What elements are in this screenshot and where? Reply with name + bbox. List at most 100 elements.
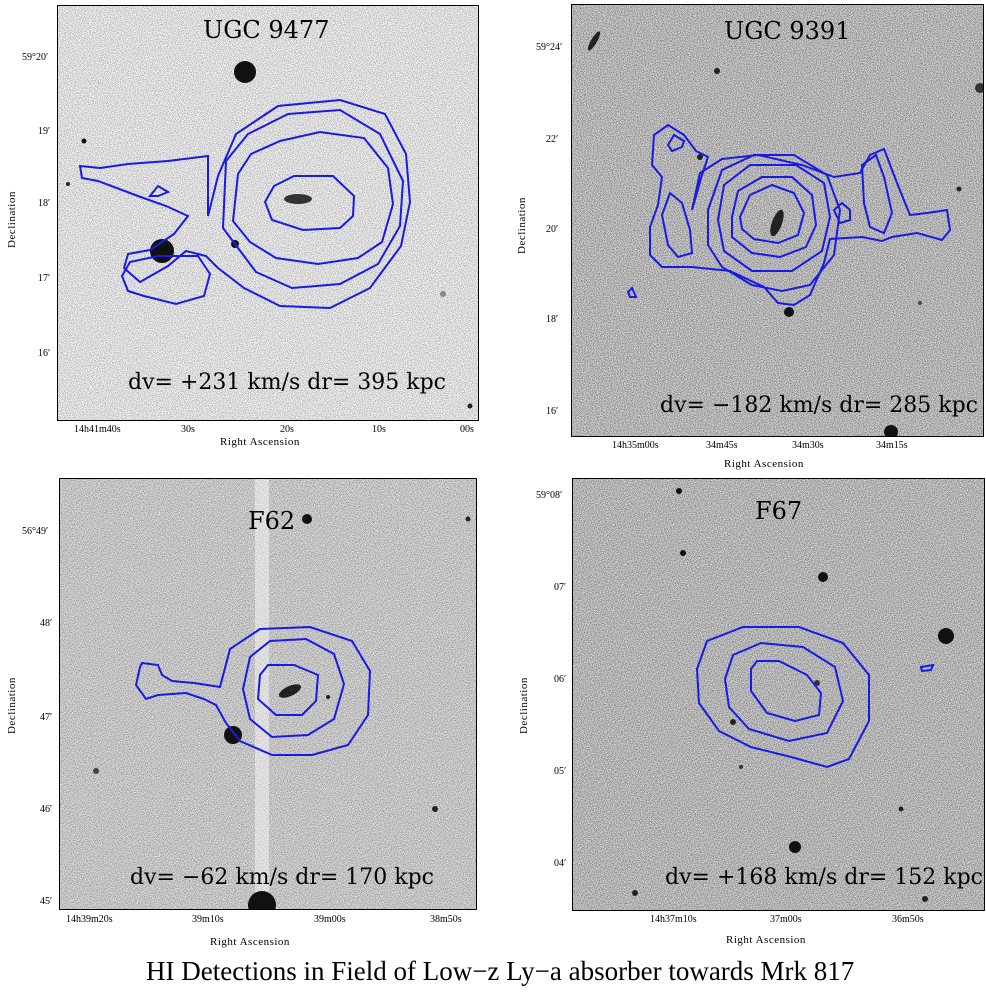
hi-contour	[731, 176, 818, 259]
x-tick-label: 14h37m10s	[650, 914, 697, 925]
y-axis-label: Declination	[6, 677, 18, 734]
x-axis-label: Right Ascension	[726, 934, 806, 946]
star	[248, 891, 276, 909]
figure-caption: HI Detections in Field of Low−z Ly−a abs…	[146, 956, 855, 986]
x-tick-label: 14h41m40s	[74, 424, 121, 435]
star	[956, 186, 962, 192]
galaxy	[587, 31, 601, 51]
star	[818, 572, 828, 582]
panel-title: UGC 9391	[724, 17, 851, 45]
star	[467, 403, 473, 409]
contour-map-f62	[60, 479, 476, 909]
y-axis-label: Declination	[6, 191, 18, 248]
hi-contour	[241, 637, 346, 739]
y-axis-label: Declination	[518, 677, 530, 734]
x-tick-label: 37m00s	[770, 914, 802, 925]
x-tick-label: 36m50s	[892, 914, 924, 925]
x-tick-label: 34m45s	[706, 440, 738, 451]
hi-contour	[78, 98, 412, 310]
star	[922, 896, 928, 902]
x-axis-label: Right Ascension	[220, 436, 300, 448]
y-tick-label: 59°24′	[536, 42, 563, 53]
x-axis-label: Right Ascension	[210, 936, 290, 948]
x-tick-label: 39m00s	[314, 914, 346, 925]
x-tick-label: 34m30s	[792, 440, 824, 451]
star	[66, 182, 70, 186]
y-tick-label: 07′	[554, 582, 567, 593]
star	[465, 516, 471, 522]
x-tick-label: 00s	[460, 424, 474, 435]
hi-contour	[263, 175, 356, 232]
hi-contour	[832, 201, 851, 225]
contour-map-ugc9477	[58, 6, 478, 420]
hi-contour	[716, 164, 832, 272]
x-axis-label: Right Ascension	[724, 458, 804, 470]
x-tick-label: 38m50s	[430, 914, 462, 925]
hi-contour	[256, 664, 320, 716]
galaxy	[278, 684, 302, 698]
x-tick-label: 20s	[280, 424, 294, 435]
sky-image-f62: F62 dv= −62 km/s dr= 170 kpc	[59, 478, 477, 910]
galaxy	[770, 209, 784, 237]
panel-title: F67	[755, 497, 803, 525]
star	[730, 719, 736, 725]
contour-map-f67	[573, 479, 984, 910]
star	[676, 488, 682, 494]
image-artifact	[255, 479, 269, 909]
galaxy	[284, 194, 312, 204]
velocity-distance-label: dv= −62 km/s dr= 170 kpc	[130, 865, 434, 890]
x-tick-label: 34m15s	[876, 440, 908, 451]
hi-contour	[919, 663, 935, 673]
star	[938, 628, 954, 644]
y-tick-label: 59°20′	[22, 52, 49, 63]
star	[975, 83, 983, 93]
hi-contour	[660, 191, 694, 259]
star	[739, 765, 743, 769]
star	[697, 154, 703, 160]
hi-contour	[231, 130, 395, 266]
y-tick-label: 04′	[554, 858, 567, 869]
y-tick-label: 45′	[40, 896, 53, 907]
velocity-distance-label: dv= −182 km/s dr= 285 kpc	[660, 393, 978, 418]
y-tick-label: 19′	[38, 126, 51, 137]
y-tick-label: 16′	[38, 348, 51, 359]
star	[884, 425, 898, 436]
y-tick-label: 46′	[40, 804, 53, 815]
star	[440, 291, 446, 297]
star	[714, 68, 720, 74]
velocity-distance-label: dv= +231 km/s dr= 395 kpc	[128, 370, 446, 395]
velocity-distance-label: dv= +168 km/s dr= 152 kpc	[665, 865, 983, 890]
contour-map-ugc9391	[572, 5, 983, 436]
star	[302, 514, 312, 524]
sky-image-ugc9391: UGC 9391 dv= −182 km/s dr= 285 kpc	[571, 4, 984, 437]
star	[632, 890, 638, 896]
sky-image-f67: F67 dv= +168 km/s dr= 152 kpc	[572, 478, 985, 911]
panel-title: UGC 9477	[203, 16, 330, 44]
star	[326, 695, 330, 699]
hi-contour	[666, 133, 686, 153]
hi-contour	[626, 286, 638, 298]
panel-title: F62	[248, 507, 296, 535]
hi-contour	[860, 153, 894, 235]
y-tick-label: 48′	[40, 618, 53, 629]
hi-contour	[134, 625, 372, 756]
y-tick-label: 16′	[546, 406, 559, 417]
y-tick-label: 06′	[554, 674, 567, 685]
y-tick-label: 59°08′	[536, 490, 563, 501]
hi-contour	[221, 108, 405, 290]
star	[432, 806, 438, 812]
hi-contour	[750, 660, 823, 723]
star	[81, 138, 87, 144]
sky-image-ugc9477: UGC 9477 dv= +231 km/s dr= 395 kpc	[57, 5, 479, 421]
y-tick-label: 22′	[546, 134, 559, 145]
y-tick-label: 20′	[546, 224, 559, 235]
star	[898, 806, 904, 812]
y-axis-label: Declination	[516, 197, 528, 254]
star	[784, 307, 794, 317]
hi-contour	[147, 184, 171, 197]
y-tick-label: 17′	[38, 273, 51, 284]
star	[918, 301, 922, 305]
x-tick-label: 30s	[181, 424, 195, 435]
y-tick-label: 18′	[546, 314, 559, 325]
y-tick-label: 18′	[38, 198, 51, 209]
